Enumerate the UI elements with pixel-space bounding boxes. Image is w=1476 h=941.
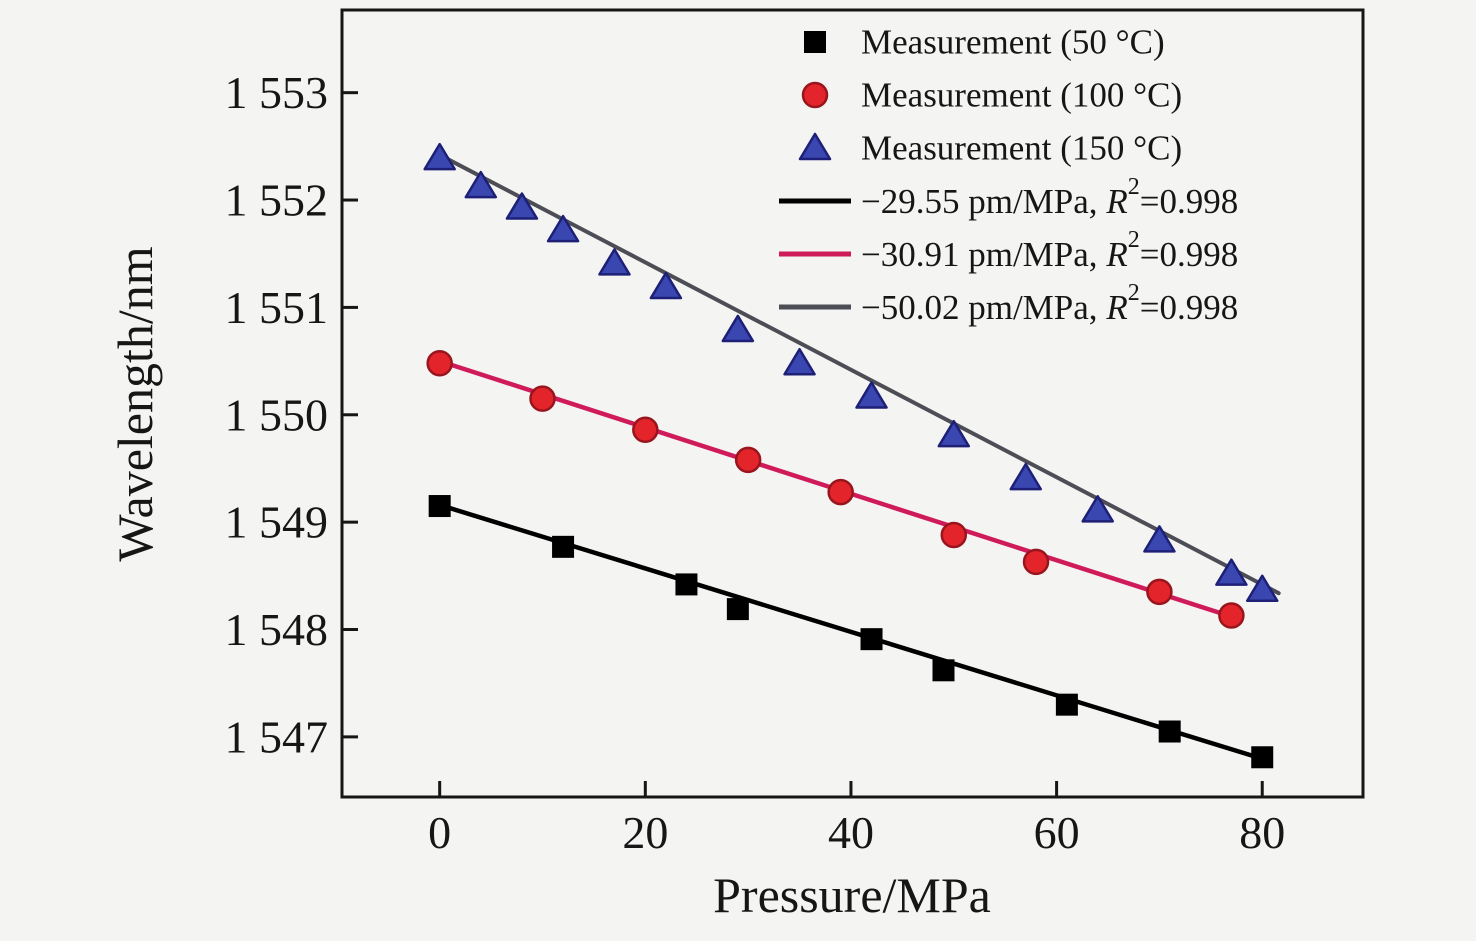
y-tick-label: 1 548 xyxy=(225,604,329,655)
legend-triangle-icon xyxy=(798,132,832,161)
x-tick-label: 80 xyxy=(1239,807,1285,858)
triangle-marker xyxy=(1143,525,1176,553)
circle-marker xyxy=(1022,548,1050,576)
legend-label: Measurement (50 °C) xyxy=(861,23,1165,62)
circle-marker xyxy=(734,446,762,474)
legend-label: −50.02 pm/MPa, R2=0.998 xyxy=(861,280,1238,327)
y-tick-label: 1 551 xyxy=(225,282,329,333)
y-tick-label: 1 553 xyxy=(225,67,329,118)
legend-entry-2: Measurement (150 °C) xyxy=(798,129,1182,168)
circle-marker xyxy=(1146,578,1173,606)
square-marker xyxy=(675,573,698,596)
square-marker xyxy=(1055,693,1078,716)
y-tick-label: 1 552 xyxy=(225,175,329,226)
legend-square-icon xyxy=(804,31,826,53)
square-marker xyxy=(860,628,883,651)
triangle-marker xyxy=(546,214,580,243)
x-tick-label: 0 xyxy=(428,807,451,858)
triangle-marker xyxy=(423,142,456,171)
legend-circle-icon xyxy=(801,81,829,109)
square-marker xyxy=(1158,720,1181,743)
x-axis-title: Pressure/MPa xyxy=(713,867,991,923)
circle-marker xyxy=(529,385,556,412)
y-axis-title: Wavelength/nm xyxy=(107,246,163,561)
legend-label: Measurement (150 °C) xyxy=(861,129,1182,168)
legend-label: Measurement (100 °C) xyxy=(861,76,1182,115)
triangle-marker xyxy=(598,248,631,276)
triangle-marker xyxy=(649,271,683,300)
triangle-marker xyxy=(721,314,755,343)
fit-line-0 xyxy=(437,502,1265,762)
series-1 xyxy=(426,349,1245,629)
triangle-marker xyxy=(464,170,498,199)
square-marker xyxy=(428,495,451,518)
legend-label: −29.55 pm/MPa, R2=0.998 xyxy=(861,174,1238,221)
fit-line-2 xyxy=(437,152,1281,596)
series-0 xyxy=(428,495,1274,769)
legend-entry-1: Measurement (100 °C) xyxy=(801,76,1182,115)
y-tick-label: 1 549 xyxy=(225,497,329,548)
triangle-marker xyxy=(505,192,539,220)
series-2 xyxy=(423,142,1279,603)
triangle-marker xyxy=(783,347,816,376)
legend-entry-4: −30.91 pm/MPa, R2=0.998 xyxy=(779,227,1238,274)
y-tick-label: 1 547 xyxy=(225,711,329,762)
x-tick-label: 60 xyxy=(1034,807,1080,858)
circle-marker xyxy=(940,521,968,549)
chart-content: 0 20 40 60 80 1 547 1 548 1 549 1 550 1 551 1 552 1… xyxy=(225,23,1286,858)
legend-label: −30.91 pm/MPa, R2=0.998 xyxy=(861,227,1238,274)
y-tick-label: 1 550 xyxy=(225,389,329,440)
square-marker xyxy=(726,598,749,621)
triangle-marker xyxy=(1215,558,1248,586)
triangle-marker xyxy=(855,381,888,409)
square-marker xyxy=(552,535,575,558)
circle-marker xyxy=(632,416,659,444)
circle-marker xyxy=(827,478,854,506)
legend-entry-5: −50.02 pm/MPa, R2=0.998 xyxy=(779,280,1238,327)
circle-marker xyxy=(1218,602,1245,629)
x-tick-label: 40 xyxy=(828,807,874,858)
triangle-marker xyxy=(937,419,971,448)
circle-marker xyxy=(426,349,453,377)
legend-entry-0: Measurement (50 °C) xyxy=(804,23,1165,62)
triangle-marker xyxy=(1081,495,1114,523)
square-marker xyxy=(1251,746,1274,769)
square-marker xyxy=(932,659,955,682)
legend-entry-3: −29.55 pm/MPa, R2=0.998 xyxy=(779,174,1238,221)
legend: Measurement (50 °C) Measurement (100 °C) M… xyxy=(779,23,1238,327)
triangle-marker xyxy=(1245,574,1279,603)
x-tick-label: 20 xyxy=(622,807,668,858)
triangle-marker xyxy=(1009,462,1042,491)
plot-frame xyxy=(340,8,1365,799)
